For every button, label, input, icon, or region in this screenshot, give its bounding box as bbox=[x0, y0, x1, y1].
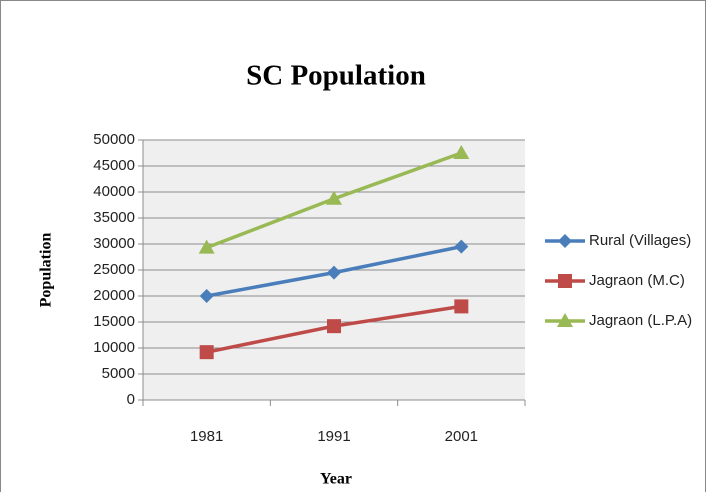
y-tick-label: 25000 bbox=[93, 261, 135, 278]
y-tick-label: 45000 bbox=[93, 157, 135, 174]
chart-title: SC Population bbox=[246, 60, 426, 92]
x-tick-label: 2001 bbox=[445, 428, 478, 445]
legend-marker bbox=[557, 313, 573, 327]
data-point bbox=[454, 299, 469, 314]
legend-marker bbox=[558, 234, 572, 248]
y-tick-label: 40000 bbox=[93, 183, 135, 200]
data-point bbox=[327, 265, 341, 280]
y-tick-label: 15000 bbox=[93, 313, 135, 330]
x-axis-label: Year bbox=[320, 471, 352, 488]
data-point bbox=[453, 145, 470, 159]
data-point bbox=[199, 289, 214, 303]
legend-marker bbox=[558, 274, 572, 288]
legend-label: Jagraon (L.P.A) bbox=[589, 312, 692, 329]
data-point bbox=[198, 239, 215, 254]
y-axis-label: Population bbox=[38, 233, 55, 308]
x-tick-label: 1981 bbox=[190, 428, 223, 445]
data-point bbox=[199, 345, 214, 360]
y-tick-label: 35000 bbox=[93, 209, 135, 226]
y-tick-label: 20000 bbox=[93, 287, 135, 304]
legend-label: Jagraon (M.C) bbox=[589, 272, 685, 289]
y-tick-label: 10000 bbox=[93, 339, 135, 356]
legend-label: Rural (Villages) bbox=[589, 232, 691, 249]
data-point bbox=[327, 319, 341, 334]
y-tick-label: 50000 bbox=[93, 131, 135, 148]
data-point bbox=[454, 239, 469, 254]
y-tick-label: 30000 bbox=[93, 235, 135, 252]
y-tick-label: 5000 bbox=[102, 365, 135, 382]
y-tick-label: 0 bbox=[127, 391, 135, 408]
data-point bbox=[326, 190, 342, 205]
x-tick-label: 1991 bbox=[317, 428, 350, 445]
